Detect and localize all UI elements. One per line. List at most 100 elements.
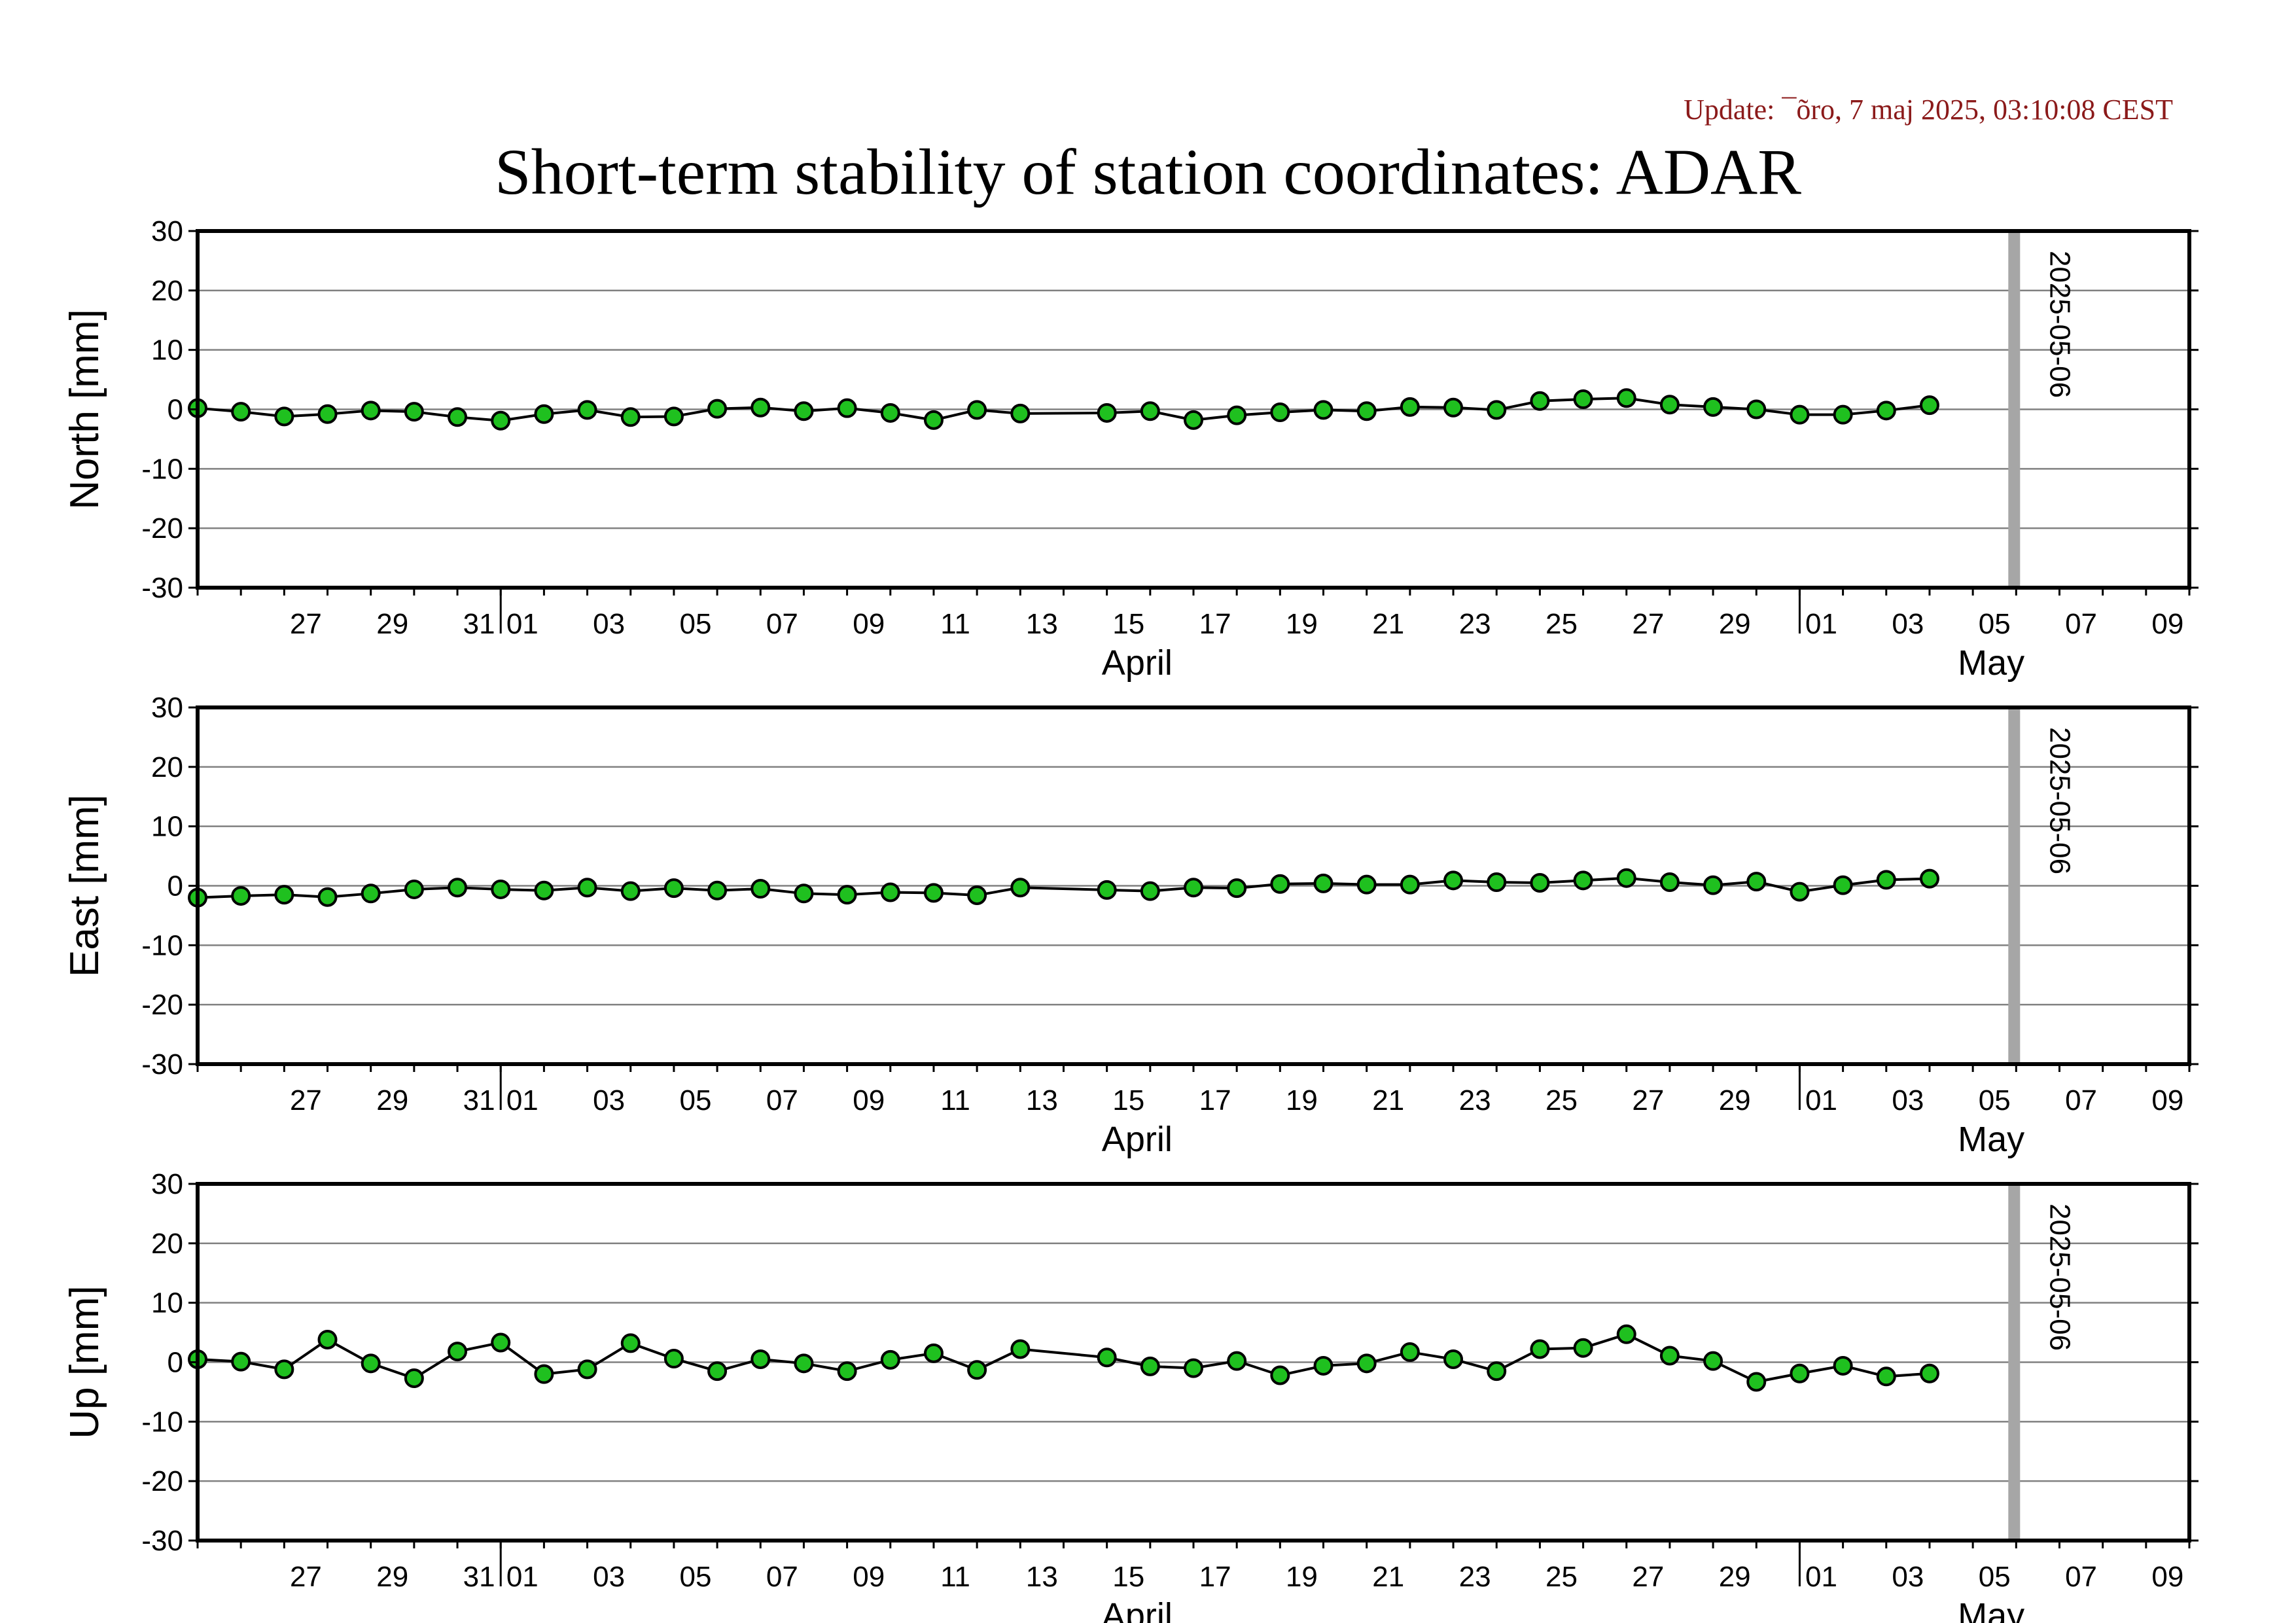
x-tick-label: 05 — [1979, 1561, 2011, 1593]
data-point — [317, 887, 338, 907]
x-tick-label: 17 — [1199, 608, 1231, 640]
x-tick-label: 29 — [1719, 1561, 1751, 1593]
x-tick-label: 13 — [1026, 1561, 1058, 1593]
y-tick-label: 0 — [168, 394, 183, 426]
data-point — [1140, 401, 1160, 421]
y-tick-label: -20 — [141, 1465, 183, 1497]
y-tick-label: 0 — [168, 1347, 183, 1379]
data-point — [231, 1351, 251, 1372]
data-point — [1530, 872, 1550, 893]
x-tick-label: 11 — [940, 1561, 970, 1593]
x-tick-label: 29 — [1719, 608, 1751, 640]
x-tick-label: 03 — [593, 608, 625, 640]
x-tick-label: 23 — [1459, 1084, 1491, 1116]
data-point — [1833, 875, 1853, 895]
data-point — [1876, 870, 1896, 890]
y-axis-label: North [mm] — [62, 309, 107, 510]
data-point — [967, 400, 987, 420]
panel-1: 2025-05-06 30 20 10 0 -10 -20 -30 East [mm] 27 29 3… — [62, 692, 2199, 1159]
data-point — [1616, 868, 1636, 888]
y-tick-label: 0 — [168, 870, 183, 902]
month-label: April — [1102, 643, 1173, 683]
y-tick-label: 30 — [151, 692, 183, 724]
x-tick-label: 29 — [376, 1084, 408, 1116]
data-point — [620, 407, 641, 427]
y-tick-label: 10 — [151, 1287, 183, 1319]
x-tick-label: 27 — [290, 1084, 322, 1116]
y-tick-label: -10 — [141, 1406, 183, 1438]
data-point — [491, 879, 511, 899]
data-point — [1270, 1365, 1290, 1385]
data-point — [1573, 389, 1593, 410]
y-tick-label: -30 — [141, 1048, 183, 1080]
x-tick-label: 01 — [506, 1561, 539, 1593]
month-label: May — [1958, 1120, 2024, 1159]
x-tick-label: 21 — [1372, 608, 1404, 640]
x-tick-label: 07 — [766, 1561, 798, 1593]
data-point — [361, 401, 381, 421]
y-tick-label: 30 — [151, 1168, 183, 1200]
data-point — [1097, 880, 1117, 900]
date-marker-label: 2025-05-06 — [2043, 727, 2075, 874]
x-tick-label: 21 — [1372, 1084, 1404, 1116]
data-point — [1443, 1349, 1464, 1369]
x-tick-label: 27 — [1632, 1561, 1664, 1593]
data-point — [1140, 881, 1160, 901]
data-point — [1227, 1351, 1247, 1371]
x-tick-label: 17 — [1199, 1561, 1231, 1593]
y-tick-label: 20 — [151, 275, 183, 307]
data-point — [1356, 401, 1377, 421]
data-point — [491, 1332, 511, 1353]
data-point — [794, 401, 814, 421]
y-tick-label: -10 — [141, 453, 183, 485]
data-point — [1876, 401, 1896, 421]
x-tick-label: 13 — [1026, 1084, 1058, 1116]
data-point — [1790, 882, 1810, 902]
data-point — [794, 883, 814, 904]
data-point — [1010, 878, 1031, 898]
data-point — [751, 1349, 771, 1369]
data-point — [663, 878, 684, 899]
x-tick-label: 05 — [680, 1084, 712, 1116]
data-point — [794, 1353, 814, 1374]
x-tick-label: 17 — [1199, 1084, 1231, 1116]
data-point — [448, 407, 468, 427]
data-point — [837, 885, 857, 905]
data-point — [491, 410, 511, 431]
data-point — [1573, 1338, 1593, 1358]
x-tick-label: 27 — [290, 608, 322, 640]
data-point — [1487, 872, 1507, 893]
data-point — [707, 399, 728, 419]
y-tick-label: 20 — [151, 1228, 183, 1260]
data-point — [1703, 1351, 1723, 1371]
data-point — [1487, 1361, 1507, 1382]
x-tick-label: 25 — [1545, 1084, 1578, 1116]
x-tick-label: 03 — [1892, 1561, 1924, 1593]
data-point — [231, 402, 251, 422]
data-point — [274, 406, 294, 427]
y-tick-label: 30 — [151, 215, 183, 247]
data-point — [1184, 1358, 1203, 1378]
x-tick-label: 27 — [1632, 608, 1664, 640]
data-point — [577, 400, 597, 420]
data-point — [404, 402, 424, 422]
x-tick-label: 15 — [1112, 1084, 1144, 1116]
data-point — [1703, 875, 1723, 895]
data-point — [663, 1349, 684, 1369]
y-axis-label: East [mm] — [62, 794, 107, 977]
x-tick-label: 21 — [1372, 1561, 1404, 1593]
x-tick-label: 07 — [766, 1084, 798, 1116]
data-point — [1703, 397, 1723, 417]
data-point — [880, 402, 900, 423]
y-tick-label: -20 — [141, 989, 183, 1021]
x-tick-label: 11 — [940, 1084, 970, 1116]
data-point — [751, 397, 771, 418]
data-point — [1270, 402, 1290, 423]
data-point — [1227, 405, 1247, 425]
date-marker-label: 2025-05-06 — [2043, 1204, 2075, 1351]
data-point — [1876, 1366, 1896, 1387]
data-point — [663, 406, 684, 427]
x-tick-label: 09 — [853, 1561, 885, 1593]
data-point — [317, 1329, 338, 1349]
x-tick-label: 29 — [376, 1561, 408, 1593]
